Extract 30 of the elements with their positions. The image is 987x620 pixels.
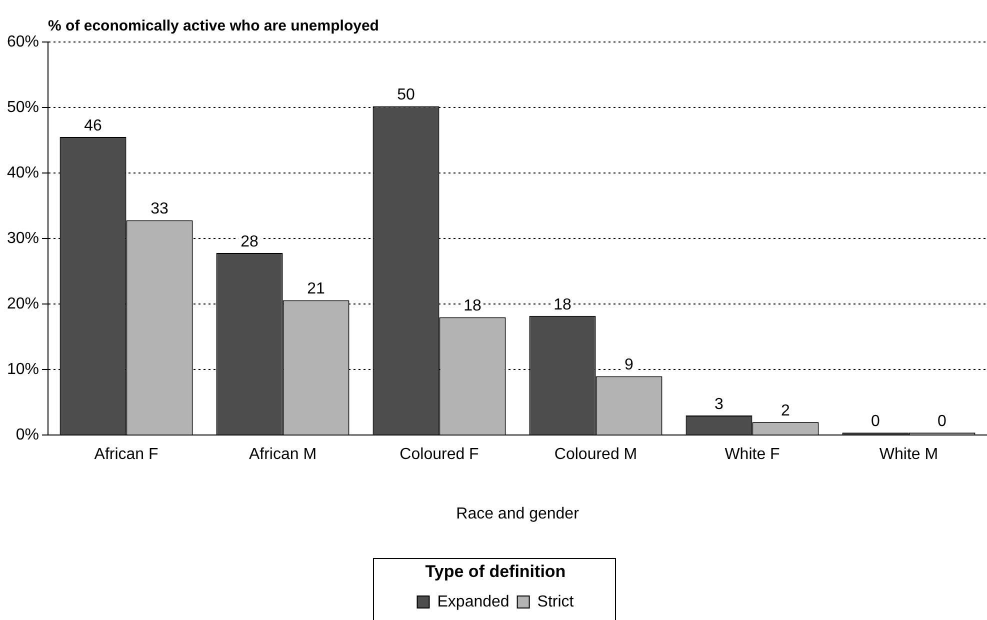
y-tick-label: 60% <box>6 33 40 50</box>
data-label: 0 <box>871 412 880 430</box>
x-tick-label: Coloured F <box>400 446 480 464</box>
x-tick-label: White M <box>879 446 938 464</box>
data-label: 46 <box>84 117 102 134</box>
data-label: 18 <box>554 296 572 314</box>
y-tick-label: 0% <box>16 426 40 444</box>
y-tick-label: 30% <box>6 230 40 248</box>
x-tick-label: African F <box>94 446 159 464</box>
y-tick-label: 50% <box>6 98 40 116</box>
legend-label: Strict <box>537 593 574 610</box>
x-tick-label: White F <box>724 446 780 464</box>
data-label: 9 <box>624 356 634 374</box>
x-tick-label: Coloured M <box>554 446 638 464</box>
y-tick-label: 20% <box>6 296 40 313</box>
data-label: 18 <box>464 298 482 315</box>
data-label: 0 <box>938 412 947 430</box>
data-label: 3 <box>714 396 724 413</box>
data-label: 28 <box>240 233 259 250</box>
legend-label: Expanded <box>437 593 510 610</box>
legend-title: Type of definition <box>425 562 566 581</box>
chart-title: % of economically active who are unemployed <box>48 18 379 35</box>
y-tick-label: 10% <box>6 361 40 378</box>
y-tick-label: 40% <box>6 164 40 182</box>
data-label: 33 <box>150 200 169 218</box>
x-tick-label: African M <box>248 446 317 464</box>
data-label: 50 <box>397 86 416 104</box>
x-axis-title: Race and gender <box>456 505 580 522</box>
data-label: 21 <box>307 280 326 298</box>
data-label: 2 <box>781 402 790 420</box>
